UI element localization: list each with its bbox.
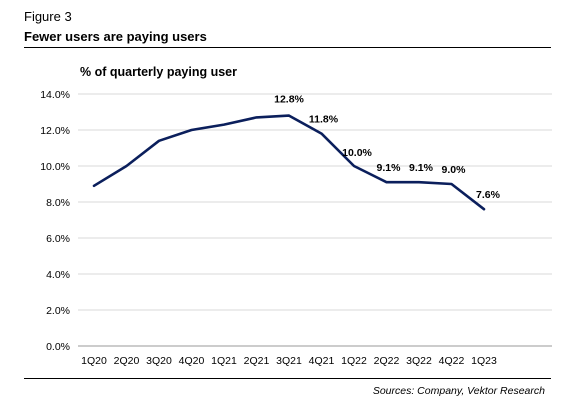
x-tick-label: 4Q21 bbox=[309, 355, 335, 367]
figure-label: Figure 3 bbox=[24, 9, 72, 24]
x-tick-label: 2Q22 bbox=[374, 355, 400, 367]
x-tick-labels: 1Q20 2Q20 3Q20 4Q20 1Q21 2Q21 3Q21 4Q21 1Q22 2Q22… bbox=[81, 355, 497, 367]
top-rule bbox=[24, 47, 551, 48]
x-tick-label: 4Q20 bbox=[179, 355, 205, 367]
x-tick-label: 1Q23 bbox=[471, 355, 497, 367]
data-label: 10.0% bbox=[342, 147, 372, 159]
source-note: Sources: Company, Vektor Research bbox=[372, 385, 545, 397]
y-tick-label: 14.0% bbox=[40, 89, 70, 101]
y-tick-label: 2.0% bbox=[46, 305, 70, 317]
data-label: 9.1% bbox=[377, 162, 402, 174]
bottom-rule bbox=[24, 378, 551, 379]
data-label: 9.0% bbox=[442, 164, 467, 176]
x-tick-label: 1Q21 bbox=[211, 355, 237, 367]
x-tick-label: 2Q20 bbox=[114, 355, 140, 367]
data-label: 12.8% bbox=[274, 94, 304, 106]
chart-title: % of quarterly paying user bbox=[80, 65, 237, 79]
series-paying-users bbox=[92, 114, 486, 211]
y-tick-label: 12.0% bbox=[40, 125, 70, 137]
data-label: 7.6% bbox=[476, 189, 501, 201]
data-label: 11.8% bbox=[309, 114, 339, 126]
x-tick-label: 2Q21 bbox=[244, 355, 270, 367]
data-label: 9.1% bbox=[409, 162, 434, 174]
y-tick-labels: 0.0% 2.0% 4.0% 6.0% 8.0% 10.0% 12.0% 14.0% bbox=[40, 89, 70, 353]
y-tick-label: 8.0% bbox=[46, 197, 70, 209]
y-tick-label: 10.0% bbox=[40, 161, 70, 173]
data-labels: 12.8% 11.8% 10.0% 9.1% 9.1% 9.0% 7.6% bbox=[274, 94, 501, 202]
y-tick-label: 4.0% bbox=[46, 269, 70, 281]
x-tick-label: 3Q22 bbox=[406, 355, 432, 367]
x-tick-label: 4Q22 bbox=[439, 355, 465, 367]
y-tick-label: 6.0% bbox=[46, 233, 70, 245]
x-tick-label: 1Q22 bbox=[341, 355, 367, 367]
series-line bbox=[92, 114, 486, 211]
gridlines bbox=[78, 93, 552, 311]
x-tick-label: 1Q20 bbox=[81, 355, 107, 367]
y-tick-label: 0.0% bbox=[46, 341, 70, 353]
x-tick-label: 3Q20 bbox=[146, 355, 172, 367]
x-tick-label: 3Q21 bbox=[276, 355, 302, 367]
figure-title: Fewer users are paying users bbox=[24, 29, 207, 44]
